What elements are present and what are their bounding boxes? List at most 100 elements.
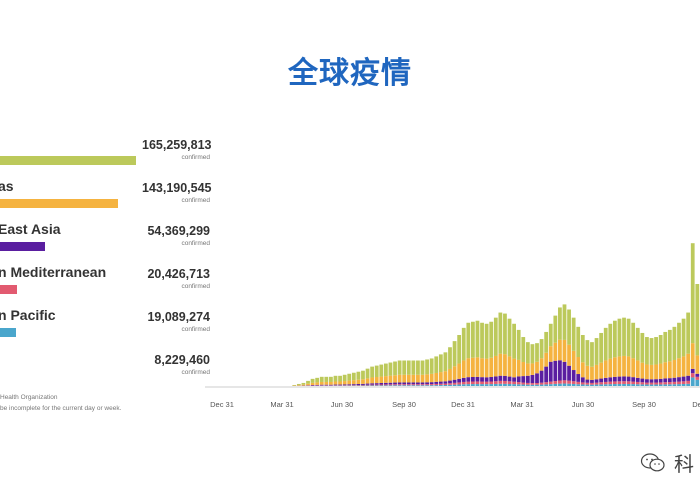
bar-segment-americas bbox=[695, 284, 700, 356]
bar-segment-w-pacific bbox=[553, 383, 558, 386]
bar-segment-e-med bbox=[681, 381, 686, 384]
bar-segment-e-med bbox=[516, 382, 521, 385]
bar-segment-se-asia bbox=[466, 377, 471, 382]
bar-segment-europe bbox=[379, 376, 384, 384]
bar-segment-e-med bbox=[631, 381, 636, 385]
bar-segment-w-pacific bbox=[622, 383, 626, 386]
bar-segment-e-med bbox=[521, 382, 526, 385]
bar-segment-e-med bbox=[548, 381, 553, 385]
bar-segment-americas bbox=[658, 335, 663, 364]
bar-segment-europe bbox=[361, 379, 365, 384]
bar-segment-americas bbox=[599, 332, 604, 363]
region-confirmed-label: confirmed bbox=[181, 283, 210, 290]
bar-segment-se-asia bbox=[667, 378, 672, 383]
bar-segment-w-pacific bbox=[640, 384, 645, 386]
region-confirmed-label: confirmed bbox=[181, 154, 210, 161]
bar-segment-americas bbox=[466, 322, 471, 359]
bar-segment-americas bbox=[571, 317, 576, 351]
bar-segment-w-pacific bbox=[599, 384, 604, 386]
x-tick-label: Sep 30 bbox=[632, 400, 656, 409]
bar-segment-europe bbox=[406, 374, 411, 383]
bar-segment-americas bbox=[612, 320, 617, 358]
x-tick-label: Jun 30 bbox=[331, 400, 354, 409]
bar-segment-w-pacific bbox=[649, 384, 654, 386]
bar-segment-se-asia bbox=[356, 384, 361, 385]
bar-segment-europe bbox=[626, 356, 631, 377]
bar-segment-w-pacific bbox=[475, 384, 480, 386]
bar-segment-americas bbox=[548, 323, 553, 347]
bar-segment-se-asia bbox=[498, 375, 503, 381]
x-tick-label: Dec 31 bbox=[451, 400, 475, 409]
bar-segment-e-med bbox=[374, 384, 379, 386]
bar-segment-americas bbox=[539, 339, 544, 359]
bar-segment-se-asia bbox=[544, 366, 549, 383]
bar-segment-w-pacific bbox=[631, 384, 636, 386]
bar-segment-se-asia bbox=[645, 379, 649, 383]
bar-segment-americas bbox=[654, 337, 658, 365]
region-name: n Mediterranean bbox=[0, 264, 107, 280]
bar-segment-americas bbox=[622, 317, 626, 356]
bar-segment-americas bbox=[608, 323, 613, 359]
bar-segment-se-asia bbox=[342, 384, 347, 386]
bar-segment-e-med bbox=[512, 381, 516, 385]
bar-segment-w-pacific bbox=[608, 384, 613, 386]
bar-segment-e-med bbox=[530, 383, 535, 385]
bar-segment-americas bbox=[319, 376, 324, 382]
bar-segment-e-med bbox=[567, 380, 571, 384]
bar-segment-americas bbox=[645, 337, 649, 365]
bar-segment-w-pacific bbox=[663, 384, 668, 386]
bar-segment-se-asia bbox=[443, 381, 448, 384]
bar-segment-e-med bbox=[626, 381, 631, 384]
bar-segment-w-pacific bbox=[544, 384, 549, 386]
bar-segment-europe bbox=[635, 360, 640, 378]
region-confirmed-label: confirmed bbox=[181, 197, 210, 204]
bar-segment-europe bbox=[471, 357, 475, 378]
bar-segment-w-pacific bbox=[562, 383, 567, 386]
bar-segment-europe bbox=[489, 357, 494, 378]
bar-segment-w-pacific bbox=[626, 383, 631, 386]
region-name: n Pacific bbox=[0, 307, 56, 323]
bar-segment-e-med bbox=[489, 381, 494, 385]
bar-segment-se-asia bbox=[310, 385, 315, 386]
bar-segment-e-med bbox=[622, 381, 626, 384]
bar-segment-americas bbox=[626, 318, 631, 357]
bar-segment-americas bbox=[667, 329, 672, 362]
region-total: 165,259,813 bbox=[142, 138, 212, 152]
bar-segment-e-med bbox=[686, 380, 691, 384]
bar-segment-americas bbox=[686, 312, 691, 354]
bar-segment-se-asia bbox=[438, 381, 443, 384]
bar-segment-americas bbox=[471, 321, 475, 358]
bar-segment-e-med bbox=[356, 385, 361, 386]
bar-segment-e-med bbox=[585, 382, 590, 385]
bar-segment-europe bbox=[553, 342, 558, 361]
region-name: as bbox=[0, 178, 14, 194]
bar-segment-w-pacific bbox=[612, 384, 617, 386]
bar-segment-e-med bbox=[654, 382, 658, 385]
bar-segment-w-pacific bbox=[374, 385, 379, 386]
bar-segment-americas bbox=[567, 309, 571, 345]
bar-segment-se-asia bbox=[315, 384, 320, 386]
bar-segment-europe bbox=[393, 375, 397, 383]
bar-segment-se-asia bbox=[484, 377, 489, 382]
bar-segment-se-asia bbox=[452, 379, 457, 383]
bar-segment-europe bbox=[416, 374, 420, 383]
bar-segment-se-asia bbox=[434, 381, 439, 384]
bar-segment-w-pacific bbox=[548, 384, 553, 386]
bar-segment-americas bbox=[525, 342, 530, 364]
bar-segment-w-pacific bbox=[393, 385, 397, 386]
x-tick-label: Mar 31 bbox=[510, 400, 533, 409]
bar-segment-europe bbox=[640, 362, 645, 379]
bar-segment-e-med bbox=[425, 384, 429, 386]
bar-segment-americas bbox=[475, 320, 480, 358]
bar-segment-europe bbox=[667, 361, 672, 379]
bar-segment-americas bbox=[420, 360, 425, 375]
bar-segment-e-med bbox=[443, 383, 448, 385]
bar-segment-se-asia bbox=[388, 382, 393, 385]
bar-segment-se-asia bbox=[406, 382, 411, 385]
region-bar bbox=[0, 242, 45, 251]
bar-segment-europe bbox=[333, 381, 338, 385]
bar-segment-se-asia bbox=[622, 376, 626, 382]
bar-segment-americas bbox=[585, 340, 590, 366]
bar-segment-europe bbox=[516, 359, 521, 377]
bar-segment-americas bbox=[640, 332, 645, 363]
